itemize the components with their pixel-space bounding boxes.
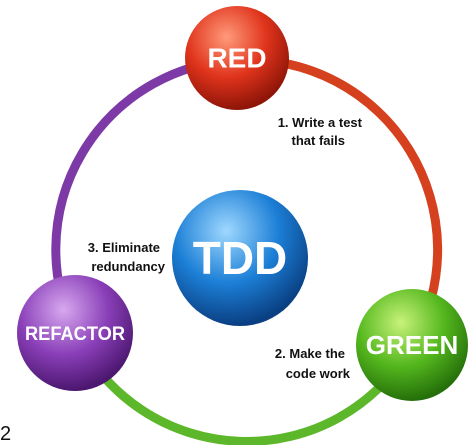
node-label: GREEN [366, 330, 458, 360]
step-line: code work [286, 366, 351, 381]
node-label: REFACTOR [25, 324, 125, 345]
step-line: that fails [292, 133, 345, 148]
tdd-diagram: RED GREEN REFACTOR TDD 1. Write a test t… [0, 0, 469, 445]
node-label: RED [207, 42, 266, 73]
page-number: 2 [0, 423, 11, 445]
step-line: 3. Eliminate [88, 240, 160, 255]
step-line: 1. Write a test [278, 115, 363, 130]
step-line: redundancy [91, 259, 165, 274]
center-label: TDD [193, 232, 288, 284]
page: RED GREEN REFACTOR TDD 1. Write a test t… [0, 0, 469, 445]
step-line: 2. Make the [275, 346, 345, 361]
